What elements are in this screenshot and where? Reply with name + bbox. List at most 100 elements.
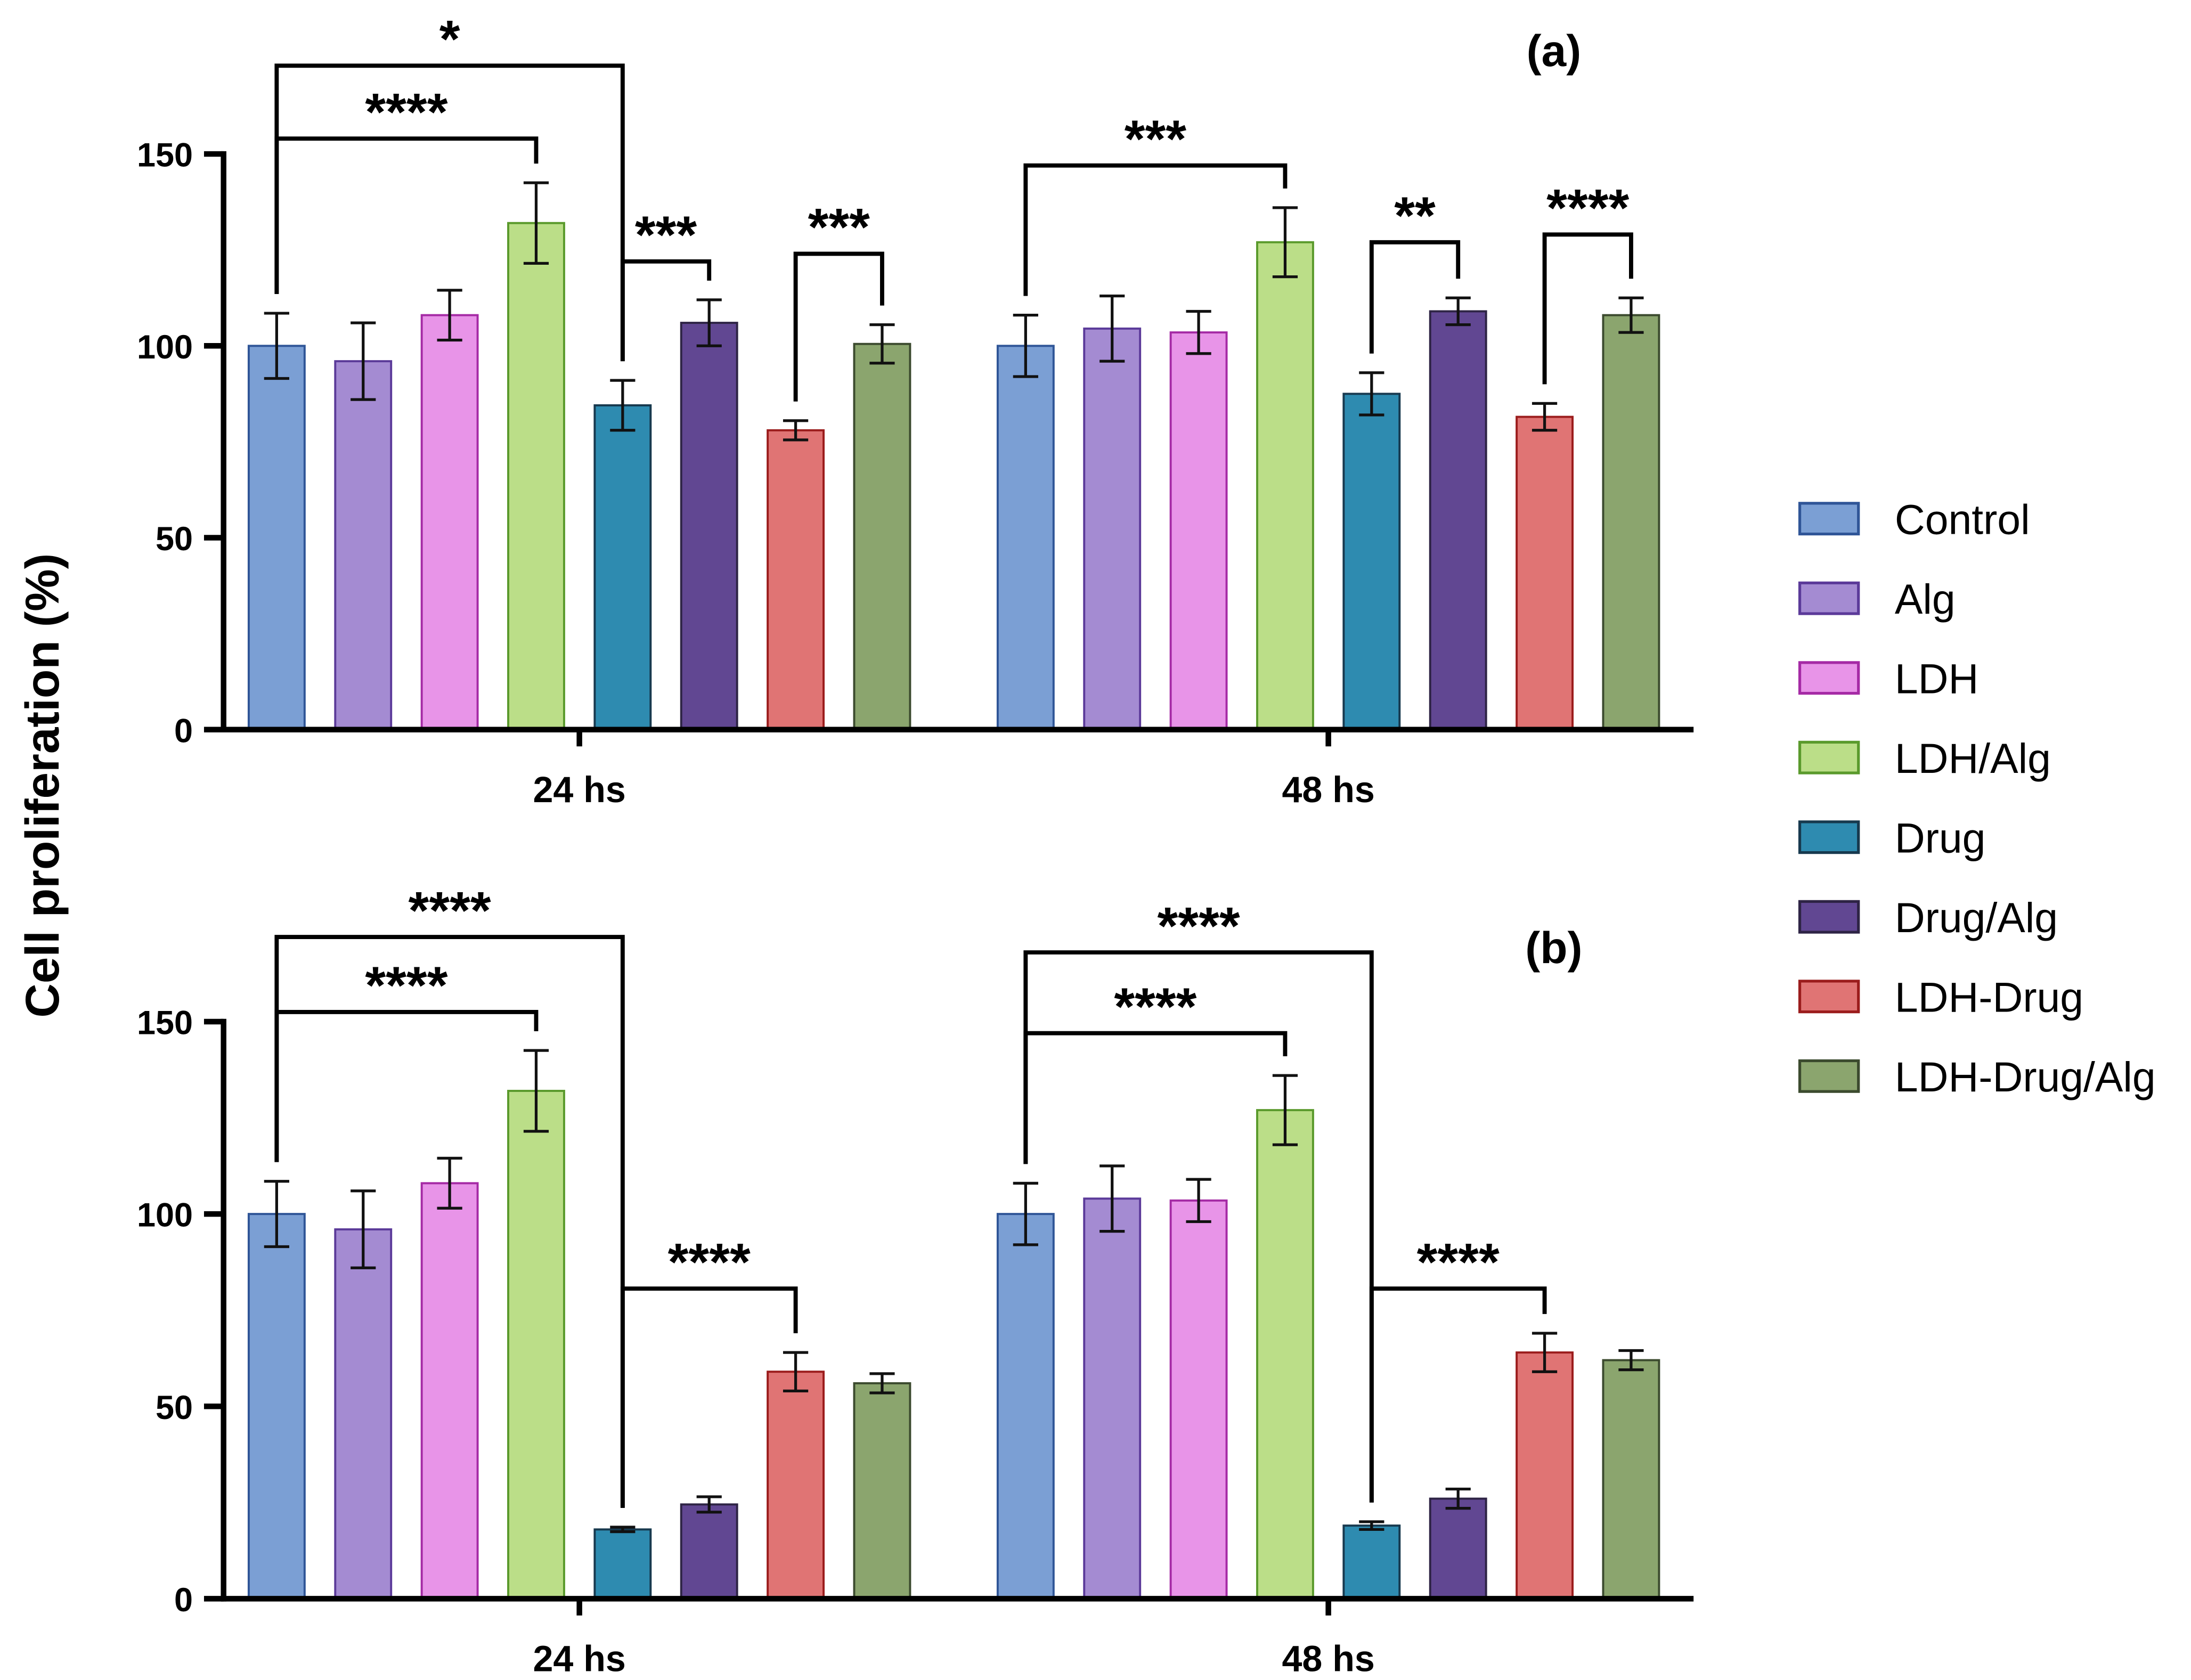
significance-label: ****	[1158, 896, 1240, 956]
bar-ldh-drug	[767, 429, 825, 731]
panel-label: (a)	[1527, 26, 1582, 76]
error-bar	[523, 1049, 549, 1133]
error-bar	[1618, 1349, 1644, 1372]
y-tick-label: 100	[137, 329, 193, 366]
error-bar	[696, 1495, 722, 1514]
significance-label: ***	[635, 206, 697, 265]
significance-bracket	[1023, 1031, 1288, 1164]
legend-swatch	[1798, 740, 1860, 774]
bar-drug	[1342, 1524, 1401, 1600]
error-bar	[1186, 309, 1211, 355]
legend-swatch	[1798, 980, 1860, 1014]
error-bar	[1186, 1178, 1211, 1224]
panel-1: 24 hs 48 hs 0 50 100 150 **** **** **** **** **** *…	[137, 881, 1694, 1679]
bar-control	[247, 345, 306, 731]
bar-drug	[1342, 393, 1401, 731]
error-bar	[1272, 1074, 1298, 1146]
error-bar	[696, 298, 722, 347]
significance-bracket	[1369, 1286, 1547, 1503]
panel-label: (b)	[1525, 923, 1582, 973]
error-bar	[437, 289, 462, 342]
significance-bracket	[620, 259, 712, 362]
significance-bracket	[1542, 232, 1633, 385]
error-bar	[869, 323, 895, 365]
bar-alg	[334, 360, 393, 731]
bar-ldh-alg	[1256, 1109, 1314, 1600]
error-bar	[1099, 1164, 1125, 1233]
error-bar	[1013, 314, 1038, 378]
significance-bracket	[793, 251, 884, 402]
x-tick-label: 24 hs	[533, 1639, 625, 1679]
error-bar	[264, 312, 289, 380]
error-bar	[351, 1189, 376, 1269]
significance-label: ***	[808, 198, 870, 257]
bar-drug-alg	[1429, 1497, 1487, 1600]
bar-drug-alg	[680, 322, 738, 731]
legend-item: LDH-Drug	[1798, 974, 2083, 1021]
bar-ldh-drug-alg	[1602, 1359, 1660, 1600]
significance-label: ****	[365, 956, 447, 1015]
error-bar	[1272, 206, 1298, 279]
legend: Control Alg LDH LDH/Alg Drug Drug/Alg LDH-Drug…	[1798, 496, 2156, 1100]
legend-label: Drug/Alg	[1895, 894, 2058, 941]
bar-control	[247, 1213, 306, 1600]
bar-ldh-drug	[767, 1371, 825, 1600]
x-tick-label: 24 hs	[533, 770, 625, 810]
x-tick-label: 48 hs	[1282, 770, 1374, 810]
legend-swatch	[1798, 820, 1860, 854]
significance-bracket	[1023, 163, 1288, 296]
bar-ldh	[1169, 331, 1228, 731]
bar-ldh	[420, 314, 479, 731]
error-bar	[1359, 1520, 1384, 1531]
legend-label: Control	[1895, 496, 2030, 543]
error-bar	[1618, 296, 1644, 334]
error-bar	[523, 181, 549, 265]
error-bar	[869, 1372, 895, 1394]
error-bar	[1532, 402, 1558, 432]
error-bar	[1445, 1487, 1471, 1510]
error-bar	[610, 1526, 636, 1534]
y-tick-label: 50	[156, 1389, 193, 1426]
error-bar	[1099, 295, 1125, 363]
significance-bracket	[1369, 240, 1461, 354]
bar-alg	[1083, 327, 1142, 731]
significance-label: ****	[668, 1233, 751, 1292]
bar-ldh-drug-alg	[853, 1382, 911, 1600]
error-bar	[783, 419, 809, 442]
legend-swatch	[1798, 661, 1860, 695]
significance-bracket	[274, 136, 539, 295]
y-tick-label: 50	[156, 520, 193, 558]
significance-label: ***	[1125, 110, 1187, 169]
legend-swatch	[1798, 502, 1860, 536]
legend-label: LDH-Drug/Alg	[1895, 1054, 2156, 1100]
bar-drug-alg	[1429, 310, 1487, 731]
significance-label: ****	[365, 83, 447, 142]
significance-label: **	[1394, 186, 1436, 246]
bar-ldh-drug	[1516, 415, 1574, 731]
legend-item: Drug	[1798, 815, 1985, 862]
y-tick-label: 150	[137, 137, 193, 174]
significance-label: ****	[1114, 977, 1196, 1037]
significance-label: *	[439, 10, 460, 69]
significance-label: ****	[1417, 1233, 1500, 1292]
y-tick-label: 0	[174, 1581, 193, 1619]
bar-ldh-drug-alg	[853, 342, 911, 731]
significance-label: ****	[1546, 179, 1629, 238]
error-bar	[1445, 296, 1471, 327]
error-bar	[351, 321, 376, 401]
legend-item: LDH/Alg	[1798, 735, 2051, 782]
bar-ldh-alg	[507, 222, 565, 731]
error-bar	[610, 379, 636, 432]
bar-alg	[1083, 1197, 1142, 1600]
legend-item: LDH-Drug/Alg	[1798, 1054, 2156, 1100]
legend-item: Alg	[1798, 576, 1956, 623]
legend-label: LDH-Drug	[1895, 974, 2083, 1021]
error-bar	[264, 1180, 289, 1249]
error-bar	[1013, 1181, 1038, 1246]
legend-swatch	[1798, 900, 1860, 934]
y-axis-label: Cell proliferation (%)	[15, 553, 69, 1018]
significance-bracket	[274, 1010, 539, 1162]
bar-ldh-alg	[1256, 241, 1314, 731]
legend-swatch	[1798, 581, 1860, 615]
